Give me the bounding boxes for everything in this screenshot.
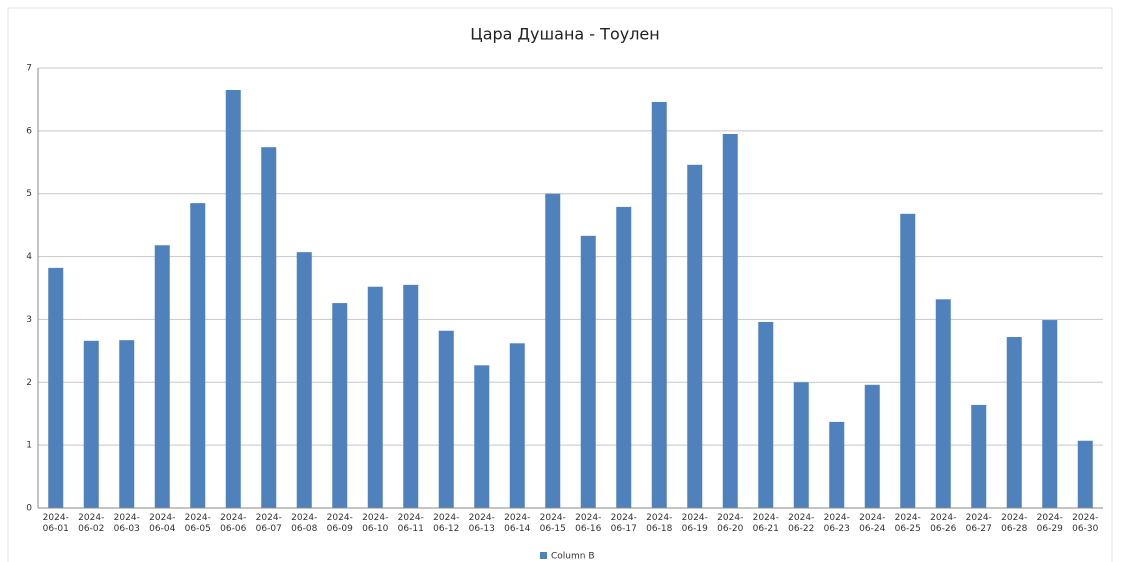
bar (119, 340, 135, 508)
bar (935, 299, 951, 508)
bar (545, 193, 561, 508)
bar (900, 213, 916, 509)
x-tick-label: 2024-06-19 (682, 513, 708, 534)
x-tick-label: 2024-06-20 (717, 513, 743, 534)
legend-label: Column B (551, 552, 595, 562)
x-tick-label: 2024-06-25 (895, 513, 921, 534)
x-tick-label: 2024-06-02 (78, 513, 104, 534)
bar (722, 134, 738, 508)
bar (403, 284, 419, 508)
bar (616, 206, 632, 508)
bar (651, 101, 667, 508)
bar (367, 286, 383, 508)
x-tick-label: 2024-06-10 (362, 513, 388, 534)
bar (83, 340, 99, 508)
x-tick-label: 2024-06-17 (611, 513, 637, 534)
bar (829, 421, 845, 508)
bar (1077, 440, 1093, 508)
x-tick-label: 2024-06-12 (433, 513, 459, 534)
bar (48, 267, 64, 508)
legend-swatch (540, 552, 547, 559)
bar (190, 203, 206, 508)
bar (758, 321, 774, 508)
x-tick-label: 2024-06-06 (220, 513, 246, 534)
bar (438, 330, 454, 508)
x-tick-label: 2024-06-04 (149, 513, 175, 534)
x-tick-label: 2024-06-07 (256, 513, 282, 534)
x-tick-label: 2024-06-05 (185, 513, 211, 534)
chart-title: Цара Душана - Тоулен (470, 25, 659, 44)
y-tick-label: 3 (26, 315, 32, 325)
x-tick-label: 2024-06-21 (753, 513, 779, 534)
bar (332, 303, 348, 508)
y-tick-label: 2 (26, 378, 32, 388)
bar (296, 252, 312, 508)
bar (261, 147, 277, 508)
bar (1006, 337, 1022, 508)
x-tick-label: 2024-06-15 (540, 513, 566, 534)
bar (474, 365, 490, 508)
x-tick-label: 2024-06-09 (327, 513, 353, 534)
x-tick-label: 2024-06-22 (788, 513, 814, 534)
bar (793, 382, 809, 508)
bar (580, 235, 596, 509)
x-tick-label: 2024-06-13 (469, 513, 495, 534)
x-tick-label: 2024-06-11 (398, 513, 424, 534)
x-tick-label: 2024-06-08 (291, 513, 317, 534)
bar (687, 164, 703, 509)
x-tick-label: 2024-06-16 (575, 513, 601, 534)
x-tick-label: 2024-06-03 (114, 513, 140, 534)
x-tick-label: 2024-06-28 (1001, 513, 1027, 534)
x-tick-label: 2024-06-27 (966, 513, 992, 534)
bar (225, 90, 241, 508)
bar (971, 404, 987, 508)
x-tick-label: 2024-06-24 (859, 513, 885, 534)
bar (864, 384, 880, 508)
y-tick-label: 6 (26, 126, 32, 136)
bar (509, 343, 525, 508)
x-tick-label: 2024-06-18 (646, 513, 672, 534)
y-tick-label: 7 (26, 64, 32, 74)
x-tick-label: 2024-06-26 (930, 513, 956, 534)
y-tick-label: 0 (26, 504, 32, 514)
x-tick-label: 2024-06-23 (824, 513, 850, 534)
y-tick-label: 4 (26, 252, 32, 262)
y-tick-label: 5 (26, 189, 32, 199)
bar (154, 245, 170, 508)
x-tick-label: 2024-06-14 (504, 513, 530, 534)
x-tick-label: 2024-06-29 (1037, 513, 1063, 534)
bar (1042, 320, 1058, 508)
x-tick-label: 2024-06-30 (1072, 513, 1098, 534)
x-tick-label: 2024-06-01 (43, 513, 69, 534)
y-tick-label: 1 (26, 441, 32, 451)
